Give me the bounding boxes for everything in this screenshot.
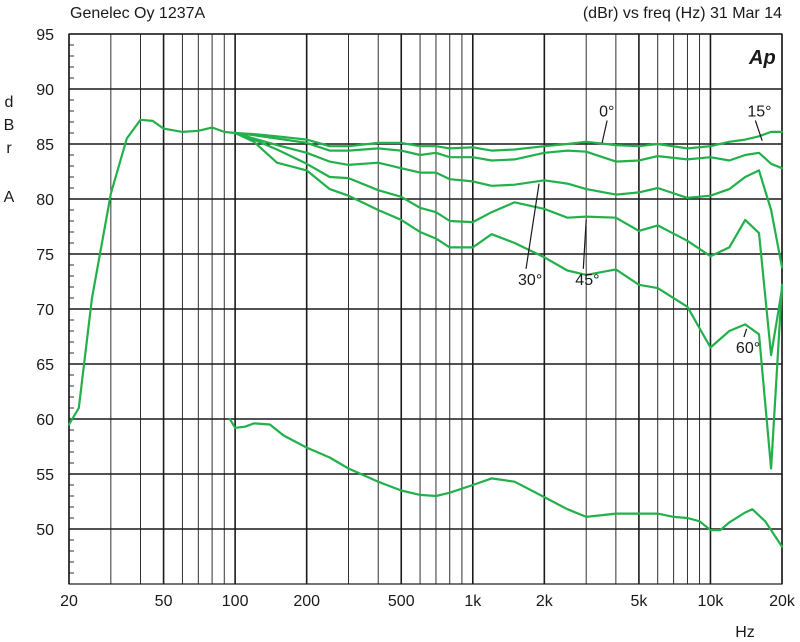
y-axis-label: dBr A bbox=[4, 94, 15, 206]
x-tick-label: 20 bbox=[60, 593, 78, 610]
x-tick-label: 200 bbox=[293, 593, 320, 610]
chart-title: Genelec Oy 1237A bbox=[70, 5, 206, 22]
annotation-leader bbox=[743, 328, 748, 338]
annotation-leader bbox=[601, 120, 608, 144]
angle-annotation: 45° bbox=[575, 272, 599, 289]
series-distortion bbox=[228, 417, 784, 548]
plot-frame bbox=[68, 33, 783, 585]
y-tick-label: 95 bbox=[36, 27, 54, 44]
y-minor-ticks bbox=[69, 44, 74, 574]
x-tick-label: 50 bbox=[155, 593, 173, 610]
x-tick-labels: 20 50 100 200 500 1k 2k 5k 10k 20k bbox=[60, 593, 796, 610]
x-tick-label: 20k bbox=[769, 593, 796, 610]
annotation-leader bbox=[525, 183, 540, 269]
y-tick-label: 85 bbox=[36, 137, 54, 154]
x-tick-label: 5k bbox=[630, 593, 648, 610]
y-tick-label: 60 bbox=[36, 412, 54, 429]
logo-backdrop bbox=[744, 44, 778, 68]
y-tick-label: 55 bbox=[36, 467, 54, 484]
series-0deg bbox=[67, 118, 784, 426]
series-60deg bbox=[234, 131, 784, 470]
annotation-leader bbox=[754, 120, 763, 141]
series-layer bbox=[67, 118, 784, 548]
chart-subtitle: (dBr) vs freq (Hz) 31 Mar 14 bbox=[583, 5, 782, 22]
y-tick-label: 70 bbox=[36, 302, 54, 319]
y-gridlines bbox=[69, 33, 782, 530]
x-tick-label: 2k bbox=[536, 593, 554, 610]
x-tick-label: 100 bbox=[222, 593, 249, 610]
y-tick-labels: 50 55 60 65 70 75 80 85 90 95 bbox=[36, 27, 54, 539]
series-30deg bbox=[234, 131, 784, 269]
y-tick-label: 65 bbox=[36, 357, 54, 374]
angle-annotation: 30° bbox=[518, 272, 542, 289]
x-tick-label: 1k bbox=[464, 593, 482, 610]
y-tick-label: 75 bbox=[36, 247, 54, 264]
angle-annotation: 15° bbox=[747, 104, 771, 121]
ap-logo-mark: Ap bbox=[748, 47, 776, 69]
x-tick-label: 500 bbox=[388, 593, 415, 610]
x-tick-label: 10k bbox=[698, 593, 725, 610]
angle-annotation: 0° bbox=[599, 104, 614, 121]
series-15deg bbox=[234, 131, 784, 170]
y-label-letter: d bbox=[5, 94, 14, 111]
y-label-letter: A bbox=[4, 189, 15, 206]
y-tick-label: 90 bbox=[36, 82, 54, 99]
y-label-letter: r bbox=[6, 140, 12, 157]
annotation-leader bbox=[582, 219, 587, 269]
series-45deg bbox=[234, 131, 784, 357]
annotation-layer: 0° 15° 30° 45° 60° bbox=[518, 104, 772, 358]
angle-annotation: 60° bbox=[736, 340, 760, 357]
x-axis-label: Hz bbox=[735, 624, 755, 641]
y-label-letter: B bbox=[4, 117, 15, 134]
grid bbox=[68, 33, 783, 584]
y-tick-label: 50 bbox=[36, 522, 54, 539]
y-tick-label: 80 bbox=[36, 192, 54, 209]
